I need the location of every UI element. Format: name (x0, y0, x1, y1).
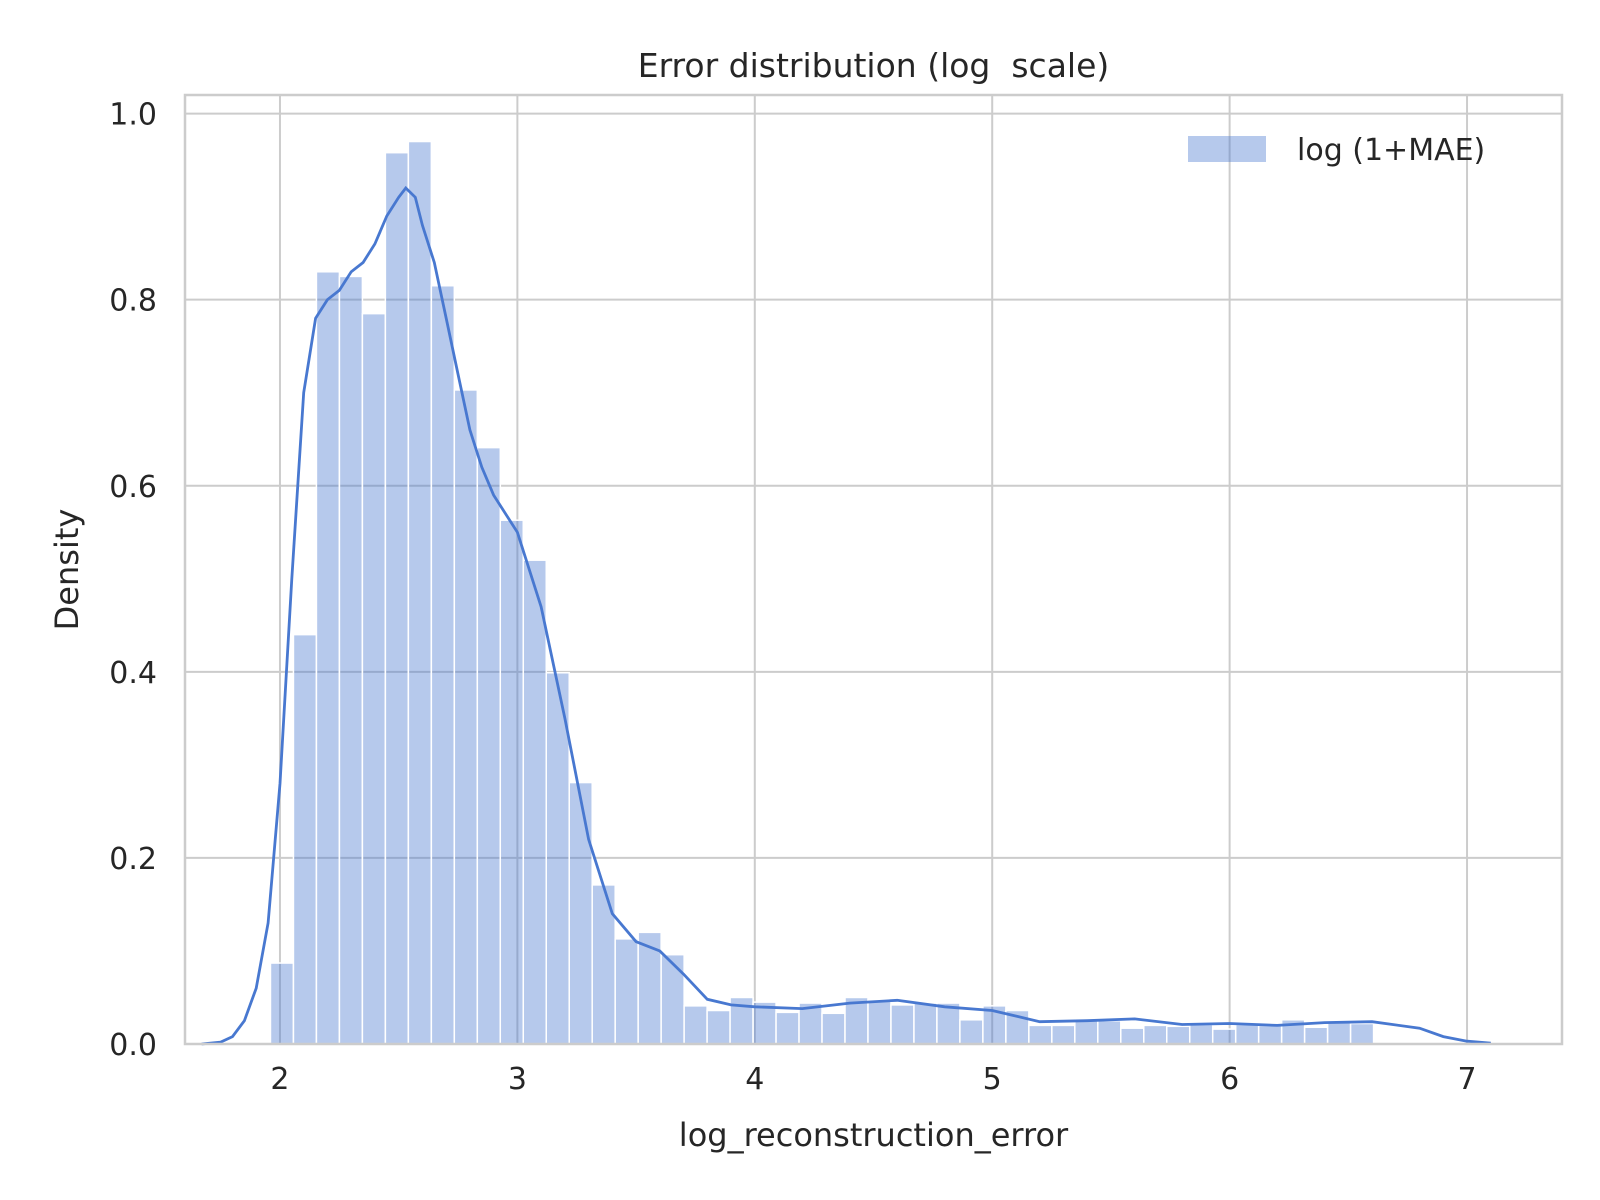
histogram-bar (867, 999, 892, 1045)
histogram-bar (706, 1009, 731, 1045)
x-tick-label: 6 (1220, 1062, 1239, 1097)
histogram-bar (1074, 1019, 1099, 1045)
legend-label: log (1+MAE) (1297, 133, 1485, 168)
histogram-bar (1211, 1028, 1237, 1045)
histogram-bar (568, 781, 593, 1045)
x-tick-label: 2 (270, 1062, 289, 1097)
y-tick-label: 0.2 (109, 842, 157, 877)
y-tick-label: 0.8 (109, 284, 157, 319)
histogram-bar (315, 271, 341, 1045)
y-tick-label: 1.0 (109, 98, 157, 133)
histogram-bar (361, 312, 387, 1045)
x-axis-label: log_reconstruction_error (679, 1116, 1069, 1154)
histogram-bar (775, 1011, 800, 1045)
histogram-bar (1303, 1026, 1329, 1045)
histogram-bar (1188, 1023, 1214, 1045)
histogram-bar (1166, 1025, 1191, 1045)
histogram-bar (522, 559, 547, 1045)
x-axis-ticks: 2 3 4 5 6 7 (270, 1062, 1476, 1097)
histogram-bar (338, 275, 364, 1045)
histogram-bar (1051, 1024, 1076, 1045)
histogram-bar (1326, 1020, 1352, 1045)
histogram-bar (292, 633, 318, 1045)
x-tick-label: 4 (745, 1062, 764, 1097)
y-tick-label: 0.4 (109, 656, 157, 691)
kde-curve-group (201, 185, 1491, 1046)
histogram-bar (1120, 1027, 1145, 1045)
kde-curve (201, 185, 1491, 1046)
histogram-bar (936, 1002, 961, 1045)
histogram-bar (913, 1002, 938, 1045)
histogram-bar (614, 938, 639, 1045)
histogram-bar (1349, 1022, 1375, 1045)
y-axis-label: Density (48, 509, 86, 631)
histogram-bar (499, 519, 525, 1045)
histogram-bar (959, 1019, 984, 1045)
histogram-bar (683, 1005, 708, 1045)
legend: log (1+MAE) (1188, 133, 1485, 168)
histogram-bar (453, 389, 479, 1045)
x-tick-label: 7 (1457, 1062, 1476, 1097)
histogram-bar (384, 151, 410, 1045)
y-axis-ticks: 0.0 0.2 0.4 0.6 0.8 1.0 (109, 98, 157, 1063)
histogram-bar (1257, 1024, 1283, 1045)
histogram-bar (407, 140, 433, 1045)
histogram-bar (1028, 1024, 1053, 1045)
y-tick-label: 0.0 (109, 1028, 157, 1063)
chart-title: Error distribution (log scale) (638, 46, 1110, 85)
histogram-bar (1234, 1023, 1260, 1045)
y-tick-label: 0.6 (109, 470, 157, 505)
x-tick-label: 3 (508, 1062, 527, 1097)
histogram-bar (1097, 1019, 1122, 1045)
histogram-bar (821, 1012, 846, 1045)
histogram-bars (269, 140, 1375, 1045)
plot-frame (183, 93, 1564, 1046)
x-tick-label: 5 (983, 1062, 1002, 1097)
legend-swatch (1188, 136, 1266, 162)
histogram-bar (660, 953, 685, 1045)
histogram-bar (890, 1004, 915, 1045)
histogram-bar (476, 446, 502, 1045)
histogram-bar (269, 962, 295, 1045)
histogram-bar (1143, 1024, 1168, 1045)
histogram-bar (430, 284, 456, 1045)
